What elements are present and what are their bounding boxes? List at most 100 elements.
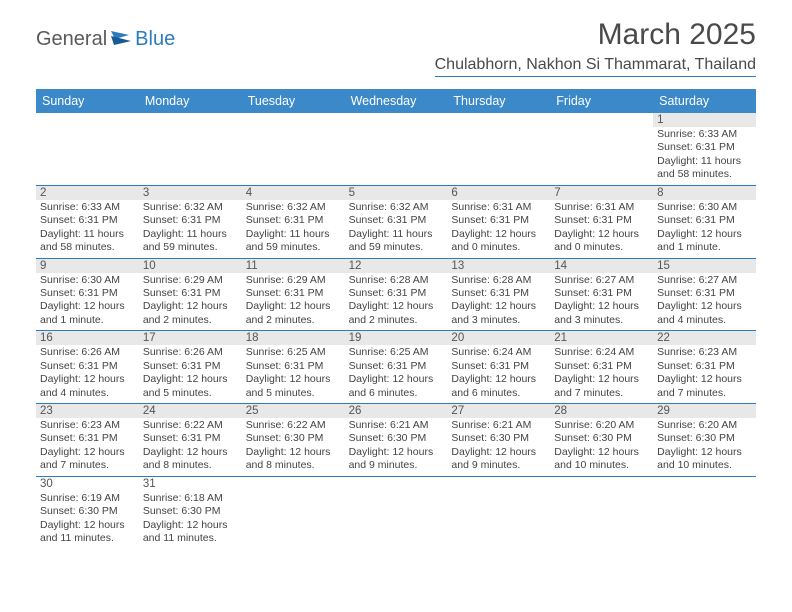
detail-line: and 9 minutes. [451,459,546,472]
day-number: 15 [653,259,756,273]
day-details: Sunrise: 6:25 AMSunset: 6:31 PMDaylight:… [345,345,448,400]
day-number: 9 [36,259,139,273]
day-number: 10 [139,259,242,273]
weekday-label: Thursday [447,89,550,113]
detail-line: Sunrise: 6:32 AM [246,201,341,214]
detail-line: Daylight: 12 hours [246,373,341,386]
detail-line: and 58 minutes. [657,168,752,181]
day-number: 14 [550,259,653,273]
detail-line: Sunrise: 6:26 AM [40,346,135,359]
detail-line: Sunset: 6:31 PM [246,287,341,300]
detail-line: Sunrise: 6:28 AM [349,274,444,287]
detail-line: Sunset: 6:31 PM [657,287,752,300]
day-number: 13 [447,259,550,273]
day-number [36,113,139,127]
day-details: Sunrise: 6:30 AMSunset: 6:31 PMDaylight:… [653,200,756,255]
detail-line: Sunset: 6:31 PM [657,141,752,154]
day-details: Sunrise: 6:22 AMSunset: 6:30 PMDaylight:… [242,418,345,473]
day-details: Sunrise: 6:21 AMSunset: 6:30 PMDaylight:… [447,418,550,473]
day-details: Sunrise: 6:26 AMSunset: 6:31 PMDaylight:… [36,345,139,400]
day-details: Sunrise: 6:25 AMSunset: 6:31 PMDaylight:… [242,345,345,400]
detail-line: Daylight: 12 hours [143,373,238,386]
day-details: Sunrise: 6:22 AMSunset: 6:31 PMDaylight:… [139,418,242,473]
flag-icon [111,31,133,49]
weekday-label: Monday [139,89,242,113]
detail-line: and 8 minutes. [143,459,238,472]
detail-line: and 4 minutes. [40,387,135,400]
day-cell: 3Sunrise: 6:32 AMSunset: 6:31 PMDaylight… [139,186,242,258]
day-cell: 7Sunrise: 6:31 AMSunset: 6:31 PMDaylight… [550,186,653,258]
day-details: Sunrise: 6:24 AMSunset: 6:31 PMDaylight:… [550,345,653,400]
detail-line: Daylight: 12 hours [246,300,341,313]
day-details: Sunrise: 6:24 AMSunset: 6:31 PMDaylight:… [447,345,550,400]
detail-line: Sunset: 6:31 PM [40,287,135,300]
day-details: Sunrise: 6:23 AMSunset: 6:31 PMDaylight:… [653,345,756,400]
detail-line: Sunset: 6:31 PM [349,360,444,373]
day-details: Sunrise: 6:20 AMSunset: 6:30 PMDaylight:… [653,418,756,473]
day-cell [139,113,242,185]
day-cell: 25Sunrise: 6:22 AMSunset: 6:30 PMDayligh… [242,404,345,476]
day-cell: 8Sunrise: 6:30 AMSunset: 6:31 PMDaylight… [653,186,756,258]
detail-line: Daylight: 12 hours [143,446,238,459]
day-cell: 18Sunrise: 6:25 AMSunset: 6:31 PMDayligh… [242,331,345,403]
location: Chulabhorn, Nakhon Si Thammarat, Thailan… [435,56,756,77]
detail-line: and 9 minutes. [349,459,444,472]
day-details: Sunrise: 6:27 AMSunset: 6:31 PMDaylight:… [653,273,756,328]
detail-line: Sunrise: 6:33 AM [657,128,752,141]
detail-line: Sunrise: 6:29 AM [143,274,238,287]
day-number: 22 [653,331,756,345]
detail-line: Sunset: 6:31 PM [657,214,752,227]
month-title: March 2025 [435,18,756,52]
day-cell: 16Sunrise: 6:26 AMSunset: 6:31 PMDayligh… [36,331,139,403]
detail-line: and 5 minutes. [143,387,238,400]
detail-line: Sunrise: 6:29 AM [246,274,341,287]
day-number: 1 [653,113,756,127]
day-cell: 31Sunrise: 6:18 AMSunset: 6:30 PMDayligh… [139,477,242,549]
detail-line: Sunset: 6:31 PM [554,287,649,300]
detail-line: Sunrise: 6:25 AM [246,346,341,359]
day-details: Sunrise: 6:18 AMSunset: 6:30 PMDaylight:… [139,491,242,546]
day-number [653,477,756,491]
detail-line: Sunset: 6:31 PM [246,360,341,373]
detail-line: and 2 minutes. [143,314,238,327]
detail-line: Sunrise: 6:28 AM [451,274,546,287]
day-details: Sunrise: 6:31 AMSunset: 6:31 PMDaylight:… [447,200,550,255]
day-details: Sunrise: 6:31 AMSunset: 6:31 PMDaylight:… [550,200,653,255]
detail-line: and 3 minutes. [554,314,649,327]
detail-line: and 1 minute. [40,314,135,327]
detail-line: Daylight: 12 hours [143,300,238,313]
day-cell: 2Sunrise: 6:33 AMSunset: 6:31 PMDaylight… [36,186,139,258]
day-number: 26 [345,404,448,418]
detail-line: Sunrise: 6:22 AM [246,419,341,432]
day-number [345,113,448,127]
detail-line: Sunrise: 6:30 AM [40,274,135,287]
detail-line: and 6 minutes. [349,387,444,400]
detail-line: Sunrise: 6:33 AM [40,201,135,214]
day-cell: 6Sunrise: 6:31 AMSunset: 6:31 PMDaylight… [447,186,550,258]
detail-line: Sunset: 6:30 PM [554,432,649,445]
detail-line: and 2 minutes. [246,314,341,327]
detail-line: Sunrise: 6:30 AM [657,201,752,214]
day-number [550,113,653,127]
day-number [345,477,448,491]
detail-line: Sunset: 6:31 PM [657,360,752,373]
day-number: 25 [242,404,345,418]
day-number: 31 [139,477,242,491]
detail-line: Daylight: 12 hours [554,300,649,313]
detail-line: Daylight: 12 hours [451,300,546,313]
week-row: 1Sunrise: 6:33 AMSunset: 6:31 PMDaylight… [36,113,756,186]
detail-line: Sunset: 6:31 PM [143,287,238,300]
day-number: 7 [550,186,653,200]
day-number: 6 [447,186,550,200]
day-cell: 28Sunrise: 6:20 AMSunset: 6:30 PMDayligh… [550,404,653,476]
day-number: 21 [550,331,653,345]
weekday-label: Saturday [653,89,756,113]
detail-line: Sunrise: 6:22 AM [143,419,238,432]
day-details: Sunrise: 6:29 AMSunset: 6:31 PMDaylight:… [242,273,345,328]
detail-line: Sunrise: 6:24 AM [451,346,546,359]
day-number [447,113,550,127]
day-details: Sunrise: 6:28 AMSunset: 6:31 PMDaylight:… [345,273,448,328]
day-number: 11 [242,259,345,273]
day-cell: 19Sunrise: 6:25 AMSunset: 6:31 PMDayligh… [345,331,448,403]
day-number [550,477,653,491]
